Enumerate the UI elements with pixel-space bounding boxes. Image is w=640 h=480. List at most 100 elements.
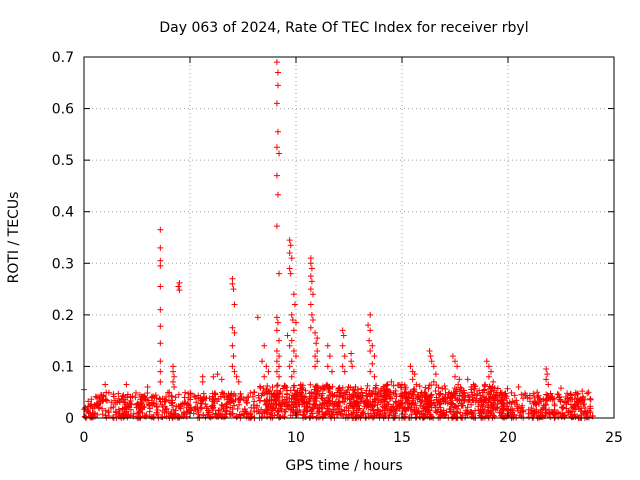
data-point <box>273 59 280 66</box>
data-point <box>339 342 346 349</box>
data-point <box>480 394 487 401</box>
data-point <box>171 373 178 380</box>
data-point <box>515 384 522 391</box>
data-point <box>587 403 594 410</box>
data-point <box>479 389 486 396</box>
data-point <box>102 381 109 388</box>
data-point <box>312 329 319 336</box>
data-point <box>562 394 569 401</box>
data-point <box>396 402 403 409</box>
data-point <box>199 397 206 404</box>
data-point <box>360 408 367 415</box>
plot-frame <box>83 56 615 419</box>
data-point <box>288 358 295 365</box>
data-point <box>531 399 538 406</box>
data-point <box>312 353 319 360</box>
data-point <box>184 400 191 407</box>
data-point <box>314 358 321 365</box>
data-point <box>132 389 139 396</box>
data-point <box>452 403 459 410</box>
data-point <box>185 390 192 397</box>
data-point <box>587 395 594 402</box>
data-point <box>284 403 291 410</box>
data-point <box>358 385 365 392</box>
data-point <box>251 398 258 405</box>
data-point <box>201 393 208 400</box>
data-point <box>242 408 249 415</box>
data-point <box>276 337 283 344</box>
y-tick-label: 0.1 <box>52 359 74 375</box>
data-point <box>166 397 173 404</box>
data-point <box>382 393 389 400</box>
data-point <box>181 411 188 418</box>
data-point <box>397 391 404 398</box>
data-point <box>456 387 463 394</box>
data-point <box>110 404 117 411</box>
data-point <box>360 400 367 407</box>
data-point <box>307 273 314 280</box>
data-point <box>289 317 296 324</box>
data-point <box>375 388 382 395</box>
data-point <box>112 408 119 415</box>
data-point <box>227 399 234 406</box>
data-point <box>110 391 117 398</box>
data-point <box>418 390 425 397</box>
data-point <box>172 407 179 414</box>
data-point <box>530 411 537 418</box>
data-point <box>312 398 319 405</box>
data-point <box>401 411 408 418</box>
data-point <box>199 378 206 385</box>
data-point <box>182 389 189 396</box>
data-point <box>84 406 91 413</box>
data-point <box>408 411 415 418</box>
data-point <box>459 402 466 409</box>
data-point <box>439 409 446 416</box>
data-point <box>477 392 484 399</box>
data-point <box>508 389 515 396</box>
data-point <box>452 390 459 397</box>
data-point <box>307 324 314 331</box>
data-point <box>263 363 270 370</box>
data-point <box>560 412 567 419</box>
data-point <box>558 385 564 392</box>
data-point <box>488 401 495 408</box>
data-point <box>136 391 143 398</box>
data-point <box>428 358 435 365</box>
data-point <box>265 368 272 375</box>
data-point <box>157 378 164 385</box>
data-point <box>339 363 346 370</box>
data-point <box>520 395 527 402</box>
data-point <box>276 363 283 370</box>
data-point <box>290 404 297 411</box>
data-point <box>364 382 371 389</box>
data-point <box>312 363 319 370</box>
data-point <box>99 405 106 412</box>
data-point <box>534 394 541 401</box>
data-point <box>190 410 197 417</box>
data-point <box>402 384 409 391</box>
data-point <box>390 403 397 410</box>
data-point <box>157 368 164 375</box>
data-point <box>265 404 272 411</box>
data-point <box>433 382 440 389</box>
data-point <box>430 378 437 385</box>
data-point <box>359 409 366 416</box>
data-point <box>326 398 333 405</box>
data-point <box>281 383 288 390</box>
data-point <box>143 412 150 419</box>
data-point <box>237 390 244 397</box>
data-point <box>170 378 177 385</box>
data-point <box>417 402 424 409</box>
data-point <box>404 404 411 411</box>
data-point <box>199 396 206 403</box>
data-point <box>259 413 266 420</box>
data-point <box>309 291 316 298</box>
data-point <box>529 407 536 414</box>
data-point <box>336 389 343 396</box>
data-point <box>555 414 562 421</box>
data-point <box>465 399 472 406</box>
data-point <box>273 100 280 107</box>
data-point <box>172 394 179 401</box>
x-axis: 0 5 10 15 20 25 <box>80 57 623 446</box>
